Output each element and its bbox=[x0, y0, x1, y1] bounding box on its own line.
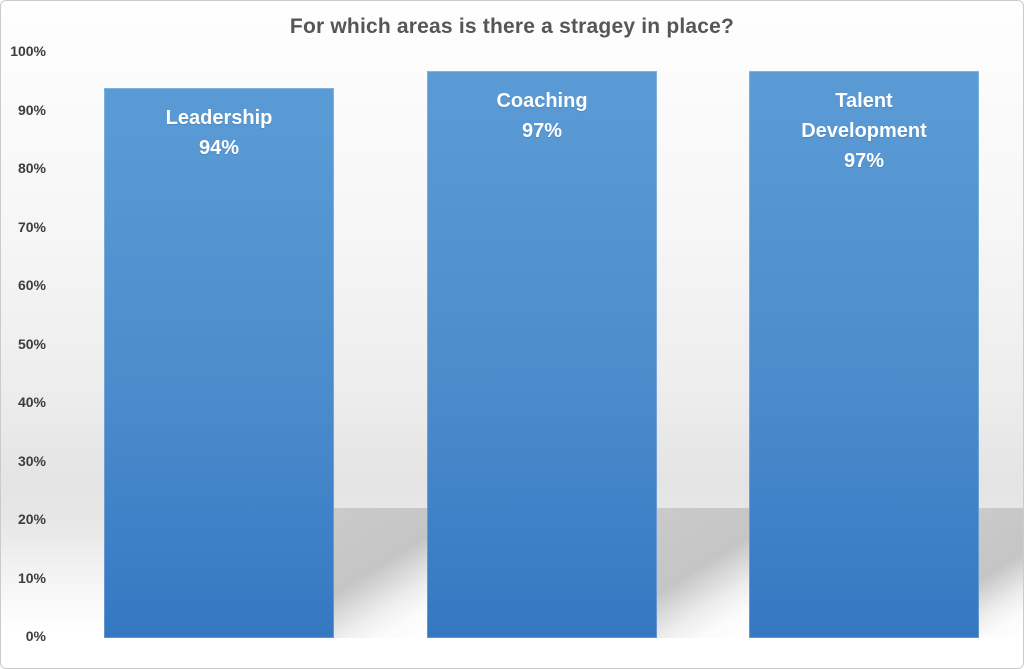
bar-label: Coaching 97% bbox=[455, 71, 630, 146]
bar: Talent Development 97% bbox=[749, 70, 979, 638]
bar-label: Leadership 94% bbox=[132, 88, 307, 163]
y-tick-label: 20% bbox=[17, 511, 46, 527]
bar-floor-shadow bbox=[979, 508, 1023, 638]
bar-value-label: 97% bbox=[521, 119, 563, 142]
y-tick-label: 40% bbox=[17, 394, 46, 410]
bar-floor-shadow bbox=[334, 508, 427, 638]
bar-category-label: Coaching bbox=[496, 89, 588, 112]
y-tick-label: 70% bbox=[17, 218, 46, 235]
y-tick-label: 100% bbox=[10, 43, 46, 59]
y-tick-label: 10% bbox=[17, 569, 46, 586]
bar-category-label: Leadership bbox=[165, 107, 273, 130]
bar-category-label: Talent Development bbox=[801, 89, 927, 142]
bar-value-label: 94% bbox=[198, 137, 240, 160]
bar: Coaching 97% bbox=[427, 70, 657, 638]
y-tick-label: 0% bbox=[25, 628, 46, 644]
chart-title: For which areas is there a stragey in pl… bbox=[289, 15, 735, 38]
y-tick-label: 90% bbox=[17, 101, 46, 118]
y-tick-label: 80% bbox=[17, 160, 46, 176]
bar-value-label: 97% bbox=[843, 149, 885, 172]
bar-floor-shadow bbox=[657, 508, 749, 638]
y-tick-label: 50% bbox=[17, 335, 46, 352]
bar: Leadership 94% bbox=[104, 88, 334, 638]
y-tick-label: 30% bbox=[17, 452, 46, 469]
bar-label: Talent Development 97% bbox=[777, 71, 952, 176]
y-tick-label: 60% bbox=[17, 277, 46, 293]
